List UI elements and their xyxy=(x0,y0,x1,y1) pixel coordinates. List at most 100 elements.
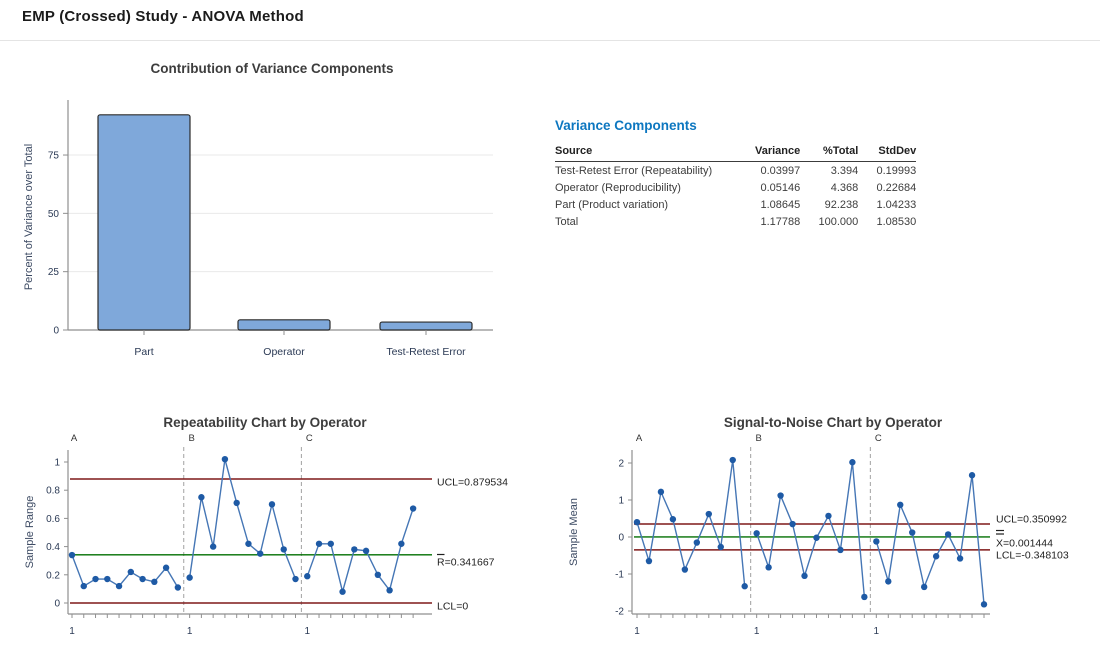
y-tick-label: 0.8 xyxy=(46,486,60,497)
value-cell: 1.17788 xyxy=(760,215,801,228)
data-point[interactable] xyxy=(789,520,796,528)
data-point[interactable] xyxy=(909,529,916,536)
data-point[interactable] xyxy=(386,587,393,594)
y-tick-label: 1 xyxy=(618,496,624,507)
data-point[interactable] xyxy=(645,557,653,565)
data-point[interactable] xyxy=(837,546,844,554)
data-point[interactable] xyxy=(729,456,736,464)
table-row: Operator (Reproducibility) 0.05146 4.368 0.… xyxy=(555,179,916,196)
y-tick-label: 0 xyxy=(618,533,624,544)
data-point[interactable] xyxy=(280,546,287,553)
data-point[interactable] xyxy=(362,547,370,555)
contribution-bar-chart: Contribution of Variance Components Perce… xyxy=(23,61,493,358)
y-axis-title: Sample Mean xyxy=(568,498,580,566)
data-point[interactable] xyxy=(304,573,311,580)
data-point[interactable] xyxy=(765,564,772,571)
y-tick-label: 25 xyxy=(48,267,60,278)
data-point[interactable] xyxy=(268,501,276,508)
data-point[interactable] xyxy=(705,510,712,518)
data-point[interactable] xyxy=(221,455,229,463)
column-header-stddev: StdDev xyxy=(858,143,917,162)
data-point[interactable] xyxy=(315,540,323,547)
data-point[interactable] xyxy=(861,593,868,601)
value-cell: 3.394 xyxy=(830,164,859,177)
column-header-total: %Total xyxy=(800,143,859,162)
data-point[interactable] xyxy=(233,499,240,507)
value-cell: 1.08530 xyxy=(876,215,917,228)
data-point[interactable] xyxy=(741,583,748,590)
data-point[interactable] xyxy=(980,601,988,608)
source-cell: Test-Retest Error (Repeatability) xyxy=(555,164,713,177)
data-point[interactable] xyxy=(80,582,87,590)
data-point[interactable] xyxy=(115,582,123,590)
data-point[interactable] xyxy=(968,472,976,479)
value-cell: 100.000 xyxy=(818,215,859,228)
data-point[interactable] xyxy=(398,540,405,547)
data-point[interactable] xyxy=(693,539,701,546)
series-line-A xyxy=(636,459,746,587)
x-tick-label: 1 xyxy=(69,626,75,637)
data-point[interactable] xyxy=(351,546,358,553)
bar-test-retest-error[interactable] xyxy=(379,321,473,331)
data-point[interactable] xyxy=(257,550,264,557)
data-point[interactable] xyxy=(245,540,252,547)
data-point[interactable] xyxy=(825,512,832,520)
x-tick-label: 1 xyxy=(754,626,760,637)
variance-components-panel: Variance Components Source Variance %Total… xyxy=(555,118,917,230)
data-point[interactable] xyxy=(339,588,346,595)
data-point[interactable] xyxy=(669,516,677,523)
data-point[interactable] xyxy=(92,575,99,583)
bar-operator[interactable] xyxy=(237,319,331,331)
data-point[interactable] xyxy=(944,531,952,538)
series-line-B xyxy=(755,462,866,598)
data-point[interactable] xyxy=(292,575,299,583)
data-point[interactable] xyxy=(174,584,182,591)
x-category-label: Part xyxy=(134,346,153,358)
value-cell: 0.22684 xyxy=(876,181,917,194)
y-tick-label: 0.2 xyxy=(46,570,60,581)
data-point[interactable] xyxy=(633,519,641,526)
series-line-A xyxy=(71,554,179,588)
data-point[interactable] xyxy=(897,501,904,509)
data-point[interactable] xyxy=(162,564,170,571)
y-tick-label: 2 xyxy=(618,459,624,470)
data-point[interactable] xyxy=(920,583,928,591)
data-point[interactable] xyxy=(139,575,146,583)
data-point[interactable] xyxy=(801,572,808,580)
data-point[interactable] xyxy=(753,530,760,537)
value-cell: 1.08645 xyxy=(760,198,801,211)
data-point[interactable] xyxy=(657,488,665,496)
data-point[interactable] xyxy=(198,494,205,501)
data-point[interactable] xyxy=(186,574,193,581)
data-point[interactable] xyxy=(681,566,689,573)
series-line-B xyxy=(188,458,297,580)
bar-part[interactable] xyxy=(97,114,191,331)
data-point[interactable] xyxy=(151,578,158,586)
data-point[interactable] xyxy=(932,553,940,560)
column-header-source: Source xyxy=(555,143,741,162)
data-point[interactable] xyxy=(873,538,880,545)
value-cell: 92.238 xyxy=(824,198,859,211)
data-point[interactable] xyxy=(849,459,856,466)
data-point[interactable] xyxy=(777,492,784,499)
data-point[interactable] xyxy=(127,568,135,576)
source-cell: Part (Product variation) xyxy=(555,198,669,211)
y-tick-label: 0 xyxy=(53,326,59,337)
repeatability-control-chart: Repeatability Chart by Operator Sample Ra… xyxy=(24,415,508,637)
ucl-label: UCL=0.350992 xyxy=(996,514,1067,526)
data-point[interactable] xyxy=(374,571,382,578)
data-point[interactable] xyxy=(68,551,76,559)
data-point[interactable] xyxy=(885,578,892,585)
data-point[interactable] xyxy=(813,534,820,541)
x-tick-label: 1 xyxy=(634,626,640,637)
value-cell: 4.368 xyxy=(830,181,859,194)
y-axis-title: Sample Range xyxy=(24,496,36,569)
data-point[interactable] xyxy=(104,575,111,583)
data-point[interactable] xyxy=(327,540,334,547)
data-point[interactable] xyxy=(956,555,964,562)
source-cell: Total xyxy=(555,215,579,228)
data-point[interactable] xyxy=(209,543,217,550)
data-point[interactable] xyxy=(717,543,724,551)
data-point[interactable] xyxy=(409,505,417,512)
table-row: Test-Retest Error (Repeatability) 0.03997… xyxy=(555,162,916,180)
